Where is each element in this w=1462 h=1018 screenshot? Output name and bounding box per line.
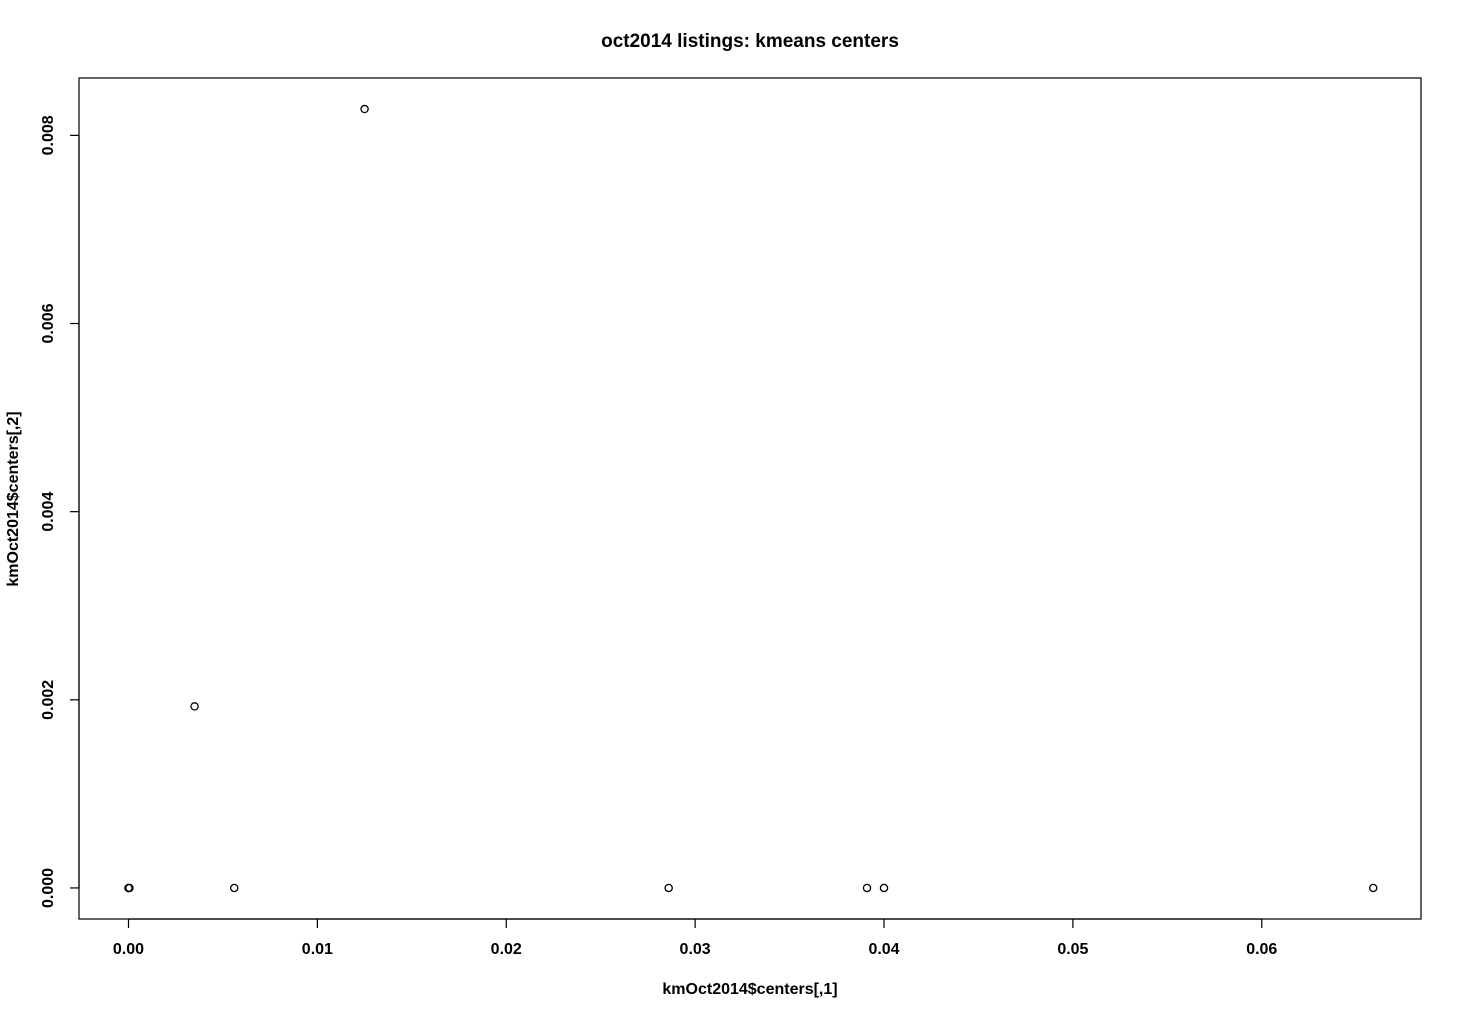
x-tick-label: 0.03 [680,941,711,958]
plot-frame [78,77,1422,920]
data-point [360,104,369,114]
y-axis-label: kmOct2014$centers[,2] [5,411,22,586]
y-axis: 0.000 0.002 0.004 0.006 0.008 [40,115,80,908]
data-point [190,702,199,711]
x-tick-label: 0.04 [868,941,899,958]
x-tick-label: 0.00 [113,941,144,958]
data-point [664,883,673,893]
x-tick-label: 0.01 [302,941,333,958]
data-point [1368,883,1378,893]
y-tick-label: 0.004 [40,492,57,532]
data-point [230,883,239,893]
data-point [125,883,134,893]
x-tick-label: 0.02 [491,941,522,958]
x-axis-label: kmOct2014$centers[,1] [662,981,837,998]
y-tick-label: 0.006 [40,303,57,343]
y-tick-label: 0.000 [40,868,57,908]
y-tick-label: 0.002 [40,680,57,720]
chart-title: oct2014 listings: kmeans centers [601,31,899,52]
data-points [124,104,1378,893]
y-tick-label: 0.008 [40,115,57,155]
x-axis: 0.00 0.01 0.02 0.03 0.04 0.05 0.06 [113,918,1277,958]
data-point [879,883,889,893]
x-tick-label: 0.05 [1057,941,1088,958]
x-tick-label: 0.06 [1246,941,1277,958]
data-point [862,883,872,893]
